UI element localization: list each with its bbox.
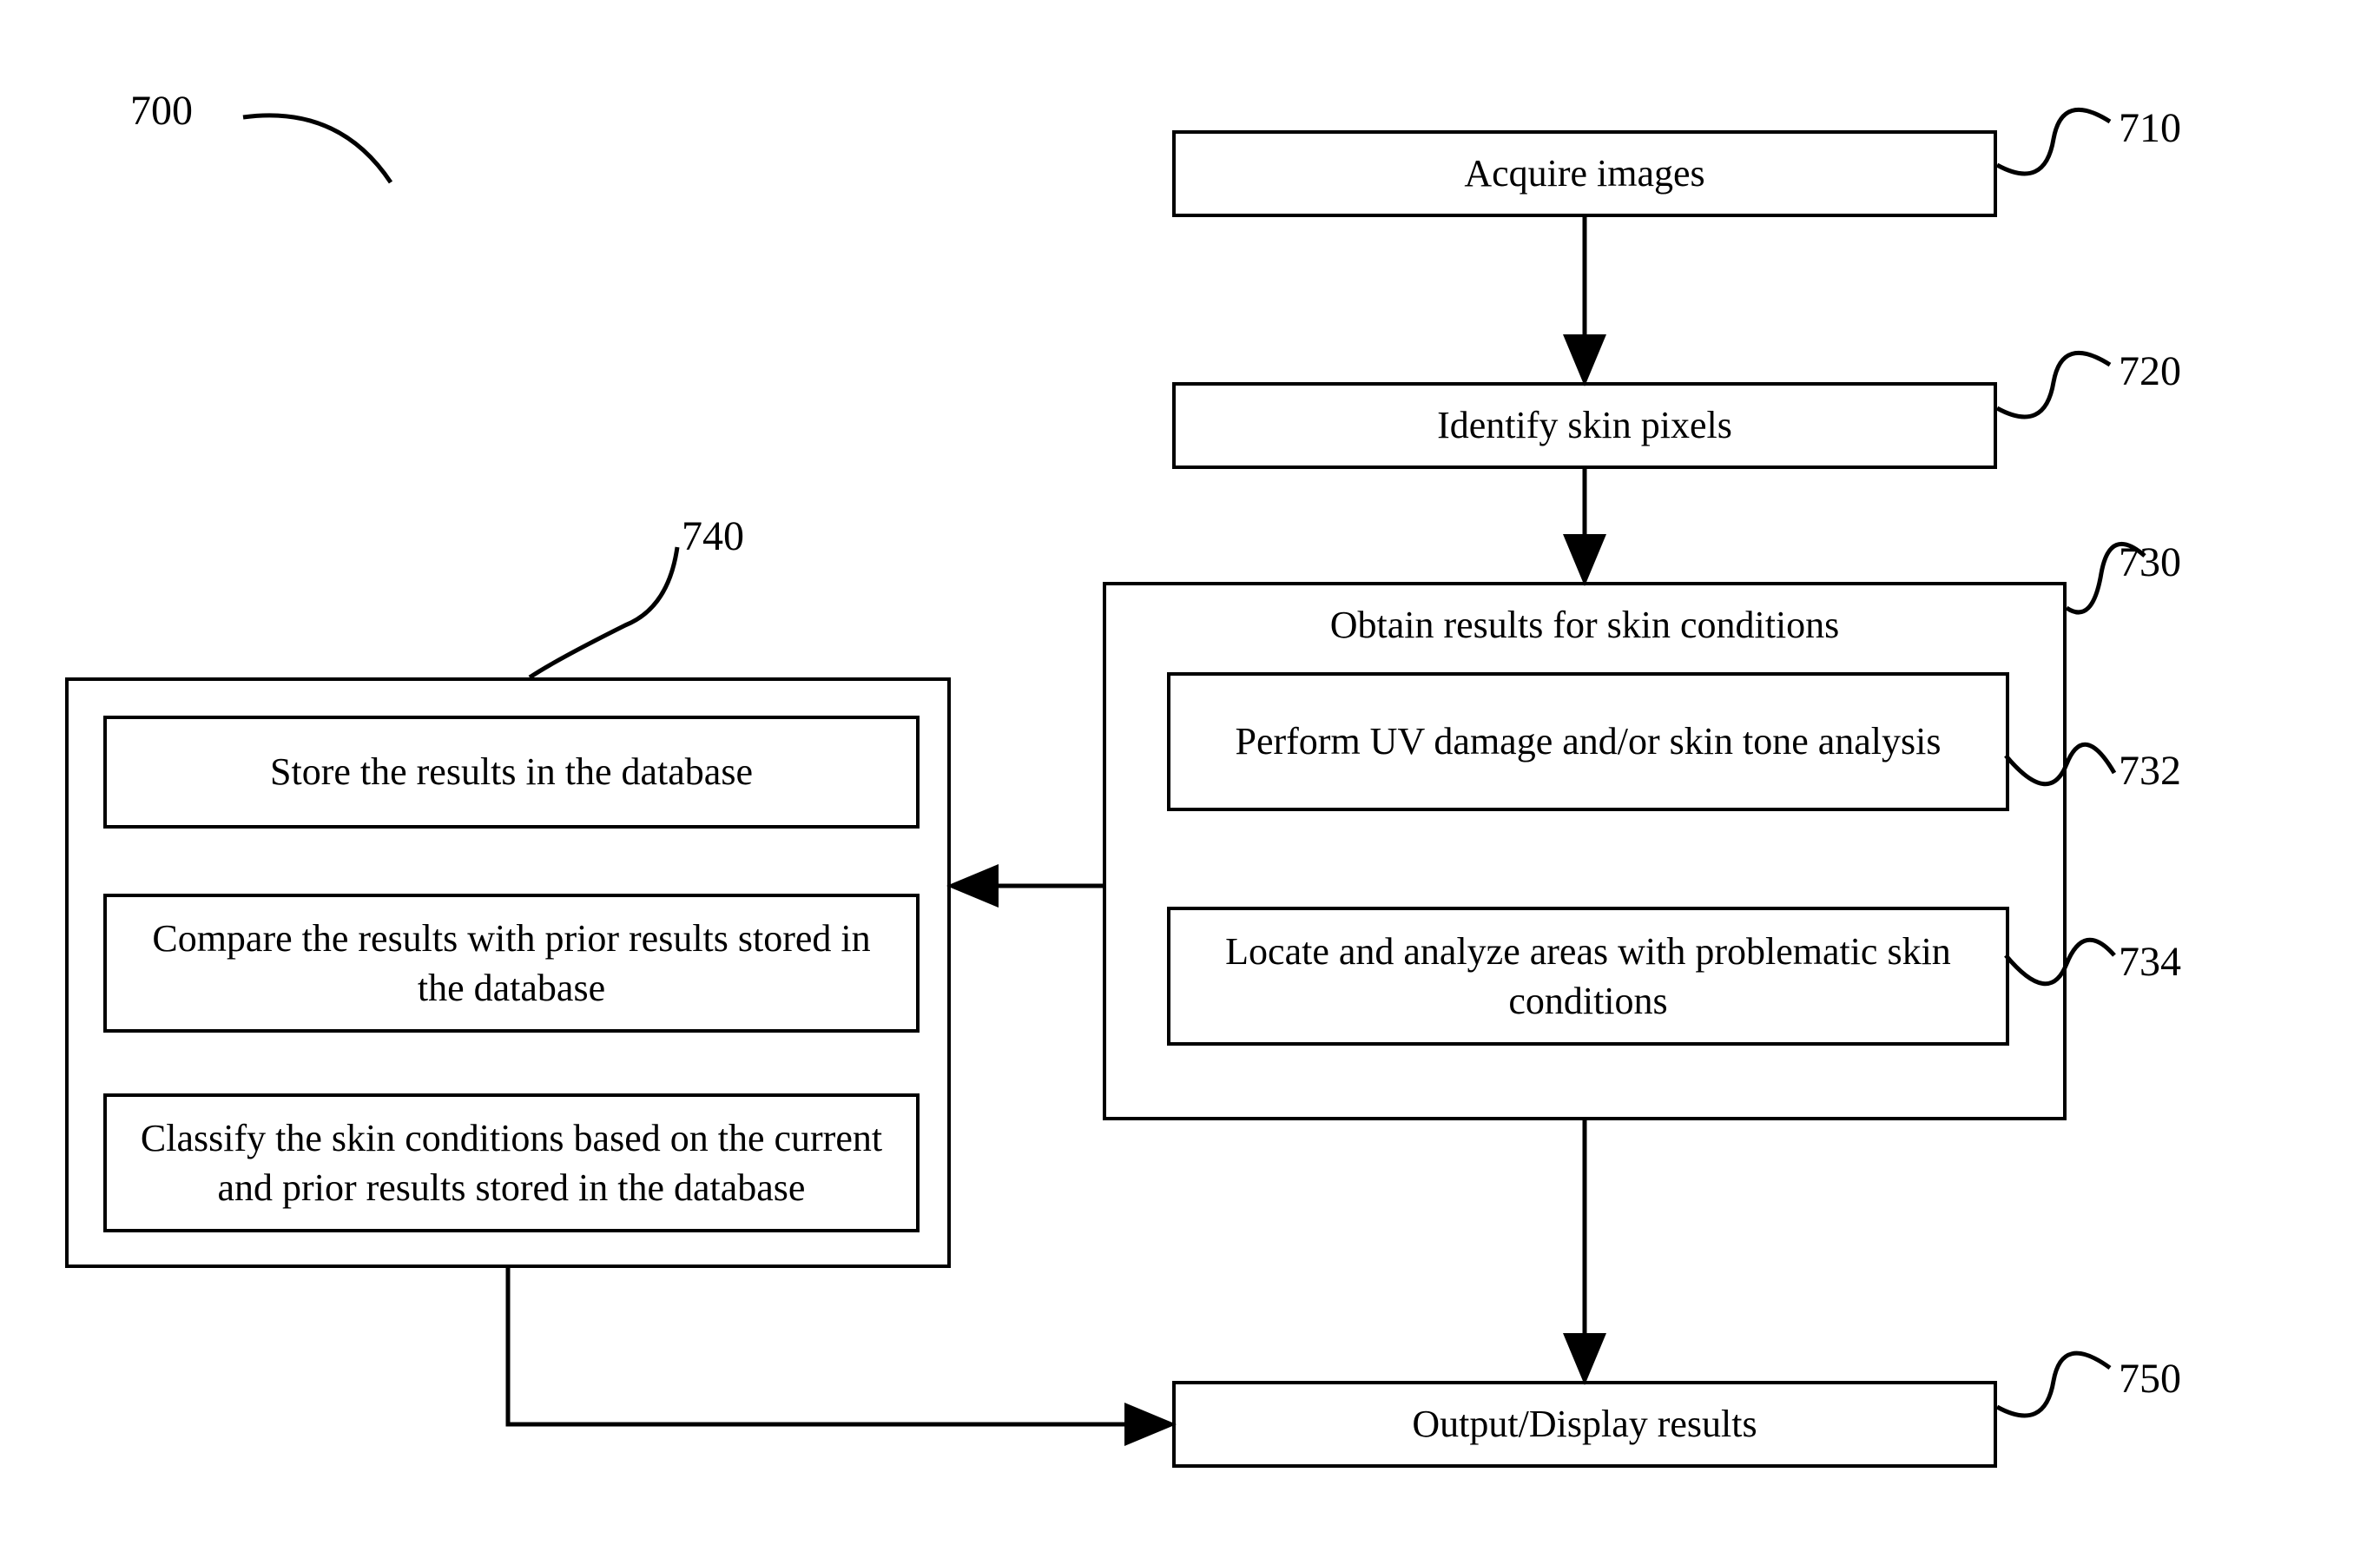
connectors-svg [0, 0, 2380, 1565]
leader-740 [530, 547, 677, 677]
edge-740-750 [508, 1268, 1168, 1424]
leader-734 [2006, 940, 2114, 984]
leader-730 [2067, 544, 2145, 612]
leader-710 [1997, 109, 2110, 174]
leader-700 [243, 116, 391, 182]
leader-720 [1997, 353, 2110, 417]
leader-750 [1997, 1353, 2110, 1416]
flowchart-diagram: 700 710 720 730 732 734 740 750 Acquire … [0, 0, 2380, 1565]
leader-732 [2006, 744, 2114, 783]
